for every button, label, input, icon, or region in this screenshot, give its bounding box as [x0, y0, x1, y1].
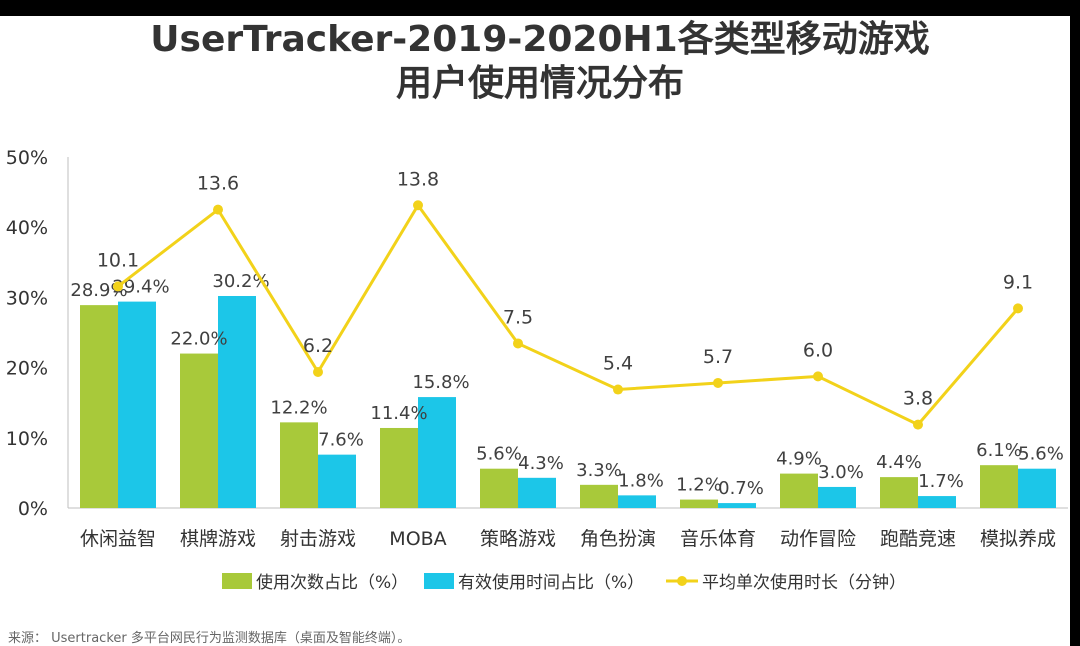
bar-series1 — [480, 468, 518, 508]
bar-series1 — [880, 477, 918, 508]
bar-series1 — [980, 465, 1018, 508]
line-series3-data-label: 9.1 — [1003, 271, 1033, 293]
bar-series1 — [380, 427, 418, 508]
line-series3-point — [413, 200, 423, 211]
x-tick-label: 音乐体育 — [680, 528, 756, 550]
bar-series1-data-label: 1.2% — [676, 475, 722, 496]
source-note: 来源： Usertracker 多平台网民行为监测数据库（桌面及智能终端）。 — [8, 631, 411, 646]
line-series3-point — [613, 384, 623, 395]
line-series3-data-label: 6.2 — [303, 335, 333, 357]
line-series3-data-label: 3.8 — [903, 388, 933, 410]
bar-series1 — [180, 353, 218, 508]
chart-title: UserTracker-2019-2020H1各类型移动游戏 用户使用情况分布 — [0, 18, 1080, 106]
bar-series2 — [818, 486, 856, 508]
chart-title-line1: UserTracker-2019-2020H1各类型移动游戏 — [150, 19, 930, 60]
legend-series3-label: 平均单次使用时长（分钟） — [702, 572, 906, 593]
bar-series2-data-label: 1.8% — [618, 470, 664, 491]
line-series3-point — [313, 366, 323, 377]
bar-series1-data-label: 3.3% — [576, 460, 622, 481]
bar-series2 — [1018, 468, 1056, 508]
bar-series1-data-label: 22.0% — [170, 329, 227, 350]
line-series3-data-label: 13.6 — [197, 173, 239, 195]
line-series3-data-label: 5.7 — [703, 346, 733, 368]
y-tick-label: 40% — [6, 217, 48, 239]
x-tick-label: 角色扮演 — [580, 528, 656, 550]
bar-series1-data-label: 4.9% — [776, 449, 822, 470]
line-series3-point — [913, 419, 923, 430]
legend-series1-label: 使用次数占比（%） — [256, 572, 408, 593]
bar-series1 — [680, 499, 718, 508]
bar-series1-data-label: 12.2% — [270, 397, 327, 418]
bar-series1-data-label: 4.4% — [876, 452, 922, 473]
x-tick-label: 棋牌游戏 — [180, 528, 256, 550]
bar-series1-data-label: 5.6% — [476, 444, 522, 465]
line-series3-data-label: 5.4 — [603, 353, 633, 375]
bar-series2 — [118, 301, 156, 508]
legend-series2-swatch — [424, 573, 454, 589]
x-tick-label: 策略游戏 — [480, 528, 556, 550]
bar-series2 — [418, 397, 456, 508]
bar-series1-data-label: 11.4% — [370, 403, 427, 424]
y-tick-label: 10% — [6, 428, 48, 450]
bar-series2-data-label: 29.4% — [112, 277, 169, 298]
bar-series2-data-label: 3.0% — [818, 462, 864, 483]
chart-card — [0, 16, 1070, 646]
bar-series1 — [280, 422, 318, 508]
chart-title-line2: 用户使用情况分布 — [395, 63, 684, 104]
bar-series2-data-label: 1.7% — [918, 471, 964, 492]
y-tick-label: 0% — [18, 498, 48, 520]
bar-series2 — [618, 495, 656, 508]
line-series3-point — [513, 338, 523, 349]
x-tick-label: MOBA — [389, 528, 446, 550]
bar-series1 — [80, 305, 118, 508]
bar-series2 — [318, 454, 356, 508]
bar-series2 — [718, 503, 756, 508]
legend-series2-label: 有效使用时间占比（%） — [458, 572, 644, 593]
bar-series2-data-label: 7.6% — [318, 430, 364, 451]
legend-series1-swatch — [222, 573, 252, 589]
bar-series2 — [218, 295, 256, 508]
x-tick-label: 模拟养成 — [980, 528, 1056, 550]
x-tick-label: 休闲益智 — [80, 528, 156, 550]
line-series3-data-label: 6.0 — [803, 339, 833, 361]
line-series3-point — [213, 204, 223, 215]
y-tick-label: 50% — [6, 147, 48, 169]
line-series3 — [117, 202, 1020, 427]
bar-series2-data-label: 15.8% — [412, 372, 469, 393]
line-series3-point — [113, 281, 123, 292]
y-tick-label: 20% — [6, 358, 48, 380]
y-tick-label: 30% — [6, 287, 48, 309]
bar-series2-data-label: 30.2% — [212, 271, 269, 292]
bar-series1 — [580, 484, 618, 508]
bar-series2-data-label: 4.3% — [518, 453, 564, 474]
line-series3-point — [1013, 303, 1023, 314]
line-series3-data-label: 7.5 — [503, 306, 533, 328]
line-series3-data-label: 10.1 — [97, 249, 139, 271]
bar-series1-data-label: 6.1% — [976, 440, 1022, 461]
line-series3-point — [813, 371, 823, 382]
line-series3-data-label: 13.8 — [397, 168, 439, 190]
x-tick-label: 动作冒险 — [780, 528, 856, 550]
bar-series1 — [780, 473, 818, 508]
bar-series2 — [518, 477, 556, 508]
x-tick-label: 跑酷竞速 — [880, 528, 956, 550]
x-tick-label: 射击游戏 — [280, 528, 356, 550]
bar-series2 — [918, 496, 956, 508]
legend-series3-marker — [677, 576, 687, 586]
bar-series2-data-label: 0.7% — [718, 478, 764, 499]
bar-series2-data-label: 5.6% — [1018, 444, 1064, 465]
line-series3-point — [713, 377, 723, 388]
